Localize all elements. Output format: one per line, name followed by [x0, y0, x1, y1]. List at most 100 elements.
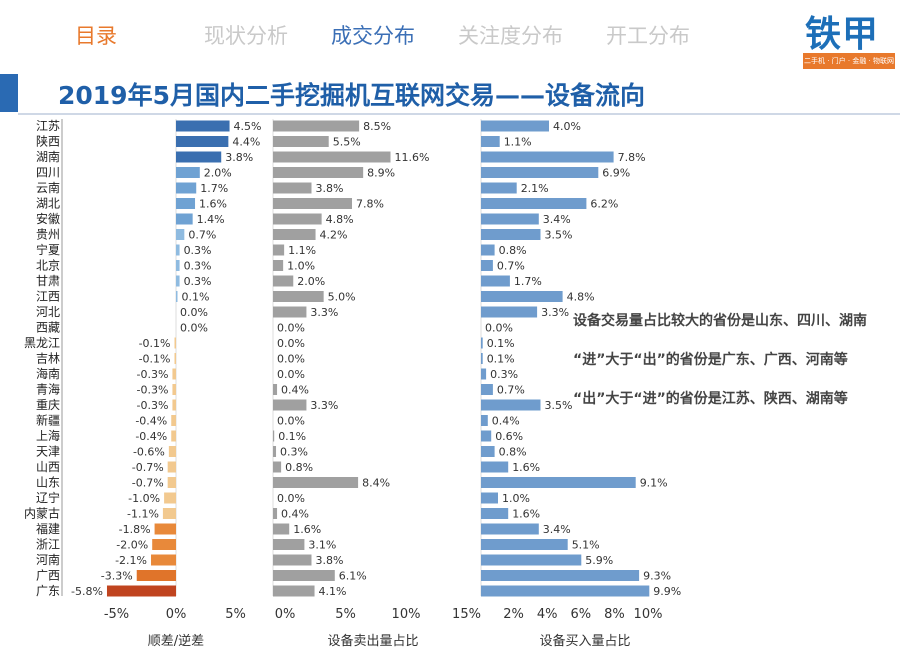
sell-tick-label: 0%	[275, 607, 296, 622]
category-label: 福建	[36, 521, 60, 536]
diff-value-label: -0.7%	[132, 461, 164, 474]
category-label: 辽宁	[36, 490, 60, 505]
sell-bar	[273, 430, 275, 442]
buy-tick-label: 2%	[503, 607, 524, 622]
title-accent-bar	[0, 74, 18, 112]
buy-bar	[481, 120, 549, 132]
category-label: 重庆	[36, 398, 60, 412]
diff-value-label: -1.0%	[128, 492, 160, 505]
sell-bar	[273, 167, 364, 178]
diff-value-label: -1.8%	[119, 523, 151, 536]
nav-item-operation-distribution[interactable]: 开工分布	[606, 24, 690, 48]
sell-bar	[273, 136, 329, 147]
buy-value-label: 0.1%	[487, 353, 515, 366]
buy-value-label: 3.4%	[543, 523, 571, 536]
sell-value-label: 6.1%	[339, 570, 367, 583]
buy-value-label: 6.2%	[590, 198, 618, 211]
category-label: 西藏	[36, 321, 60, 335]
diff-bar	[136, 570, 176, 581]
sell-bar	[273, 461, 282, 473]
sell-value-label: 0.8%	[285, 461, 313, 474]
diff-bar	[167, 461, 176, 473]
diff-tick-label: 5%	[225, 607, 246, 622]
category-label: 湖北	[36, 196, 60, 211]
buy-bar	[481, 260, 493, 271]
nav-item-transaction-distribution[interactable]: 成交分布	[331, 24, 415, 48]
category-label: 浙江	[36, 538, 60, 552]
buy-tick-label: 8%	[604, 607, 625, 622]
category-label: 江苏	[36, 119, 60, 133]
sell-bar	[273, 213, 322, 225]
diff-value-label: -5.8%	[71, 585, 103, 598]
buy-bar	[481, 399, 541, 411]
buy-bar	[481, 539, 568, 550]
logo-tagline: 二手机 · 门户 · 金融 · 物联网	[803, 53, 895, 69]
category-label: 甘肃	[36, 274, 60, 288]
diff-bar	[176, 120, 230, 132]
buy-bar	[481, 554, 582, 566]
sell-tick-label: 15%	[452, 607, 481, 622]
category-label: 河北	[36, 305, 60, 319]
sell-value-label: 4.1%	[319, 585, 347, 598]
diff-bar	[168, 446, 176, 457]
buy-bar	[481, 477, 636, 488]
sell-value-label: 2.0%	[297, 275, 325, 288]
buy-bar	[481, 337, 483, 349]
diff-value-label: 0.7%	[188, 229, 216, 242]
diff-value-label: -0.7%	[132, 477, 164, 490]
sell-value-label: 0.4%	[281, 508, 309, 521]
sell-value-label: 1.1%	[288, 244, 316, 257]
sell-bar	[273, 260, 284, 271]
buy-bar	[481, 415, 488, 426]
diff-bar	[106, 585, 176, 597]
nav-item-contents[interactable]: 目录	[75, 24, 117, 48]
diff-value-label: 1.4%	[197, 213, 225, 226]
buy-axis-title: 设备买入量占比	[539, 633, 630, 649]
buy-bar	[481, 508, 509, 519]
diff-value-label: -0.3%	[137, 368, 169, 381]
sell-bar	[273, 244, 285, 256]
buy-value-label: 4.8%	[567, 291, 595, 304]
diff-tick-label: 0%	[166, 607, 187, 622]
sell-value-label: 3.8%	[315, 182, 343, 195]
category-label: 北京	[36, 259, 60, 273]
diff-value-label: 1.7%	[200, 182, 228, 195]
category-label: 山西	[36, 460, 60, 474]
diff-value-label: -0.3%	[137, 399, 169, 412]
diff-bar	[174, 337, 176, 349]
buy-value-label: 0.6%	[495, 430, 523, 443]
buy-value-label: 6.9%	[602, 167, 630, 180]
buy-value-label: 9.3%	[643, 570, 671, 583]
sell-value-label: 11.6%	[395, 151, 430, 164]
sell-value-label: 8.9%	[367, 167, 395, 180]
buy-value-label: 5.1%	[572, 539, 600, 552]
sell-value-label: 8.4%	[362, 477, 390, 490]
page-title: 2019年5月国内二手挖掘机互联网交易——设备流向	[58, 81, 645, 110]
sell-value-label: 4.2%	[320, 229, 348, 242]
diff-bar	[176, 167, 200, 178]
buy-value-label: 0.7%	[497, 384, 525, 397]
diff-value-label: -3.3%	[101, 570, 133, 583]
buy-tick-label: 6%	[570, 607, 591, 622]
diff-bar	[172, 384, 176, 395]
buy-value-label: 1.7%	[514, 275, 542, 288]
diff-axis-title: 顺差/逆差	[148, 633, 204, 649]
diff-bar	[172, 368, 176, 380]
diff-bar	[176, 198, 196, 209]
diff-value-label: 0.3%	[184, 275, 212, 288]
sell-bar	[273, 585, 315, 597]
category-label: 宁夏	[36, 242, 60, 257]
sell-value-label: 3.3%	[310, 306, 338, 319]
diff-bar	[152, 539, 176, 550]
buy-bar	[481, 306, 538, 318]
nav-item-attention-distribution[interactable]: 关注度分布	[458, 24, 563, 48]
sell-value-label: 7.8%	[356, 198, 384, 211]
diff-value-label: -0.4%	[135, 430, 167, 443]
buy-bar	[481, 384, 493, 395]
sell-value-label: 8.5%	[363, 120, 391, 133]
sell-bar	[273, 477, 359, 488]
sell-value-label: 0.0%	[277, 353, 305, 366]
sell-value-label: 1.0%	[287, 260, 315, 273]
nav-item-status-analysis[interactable]: 现状分析	[204, 24, 288, 48]
buy-value-label: 1.6%	[512, 508, 540, 521]
